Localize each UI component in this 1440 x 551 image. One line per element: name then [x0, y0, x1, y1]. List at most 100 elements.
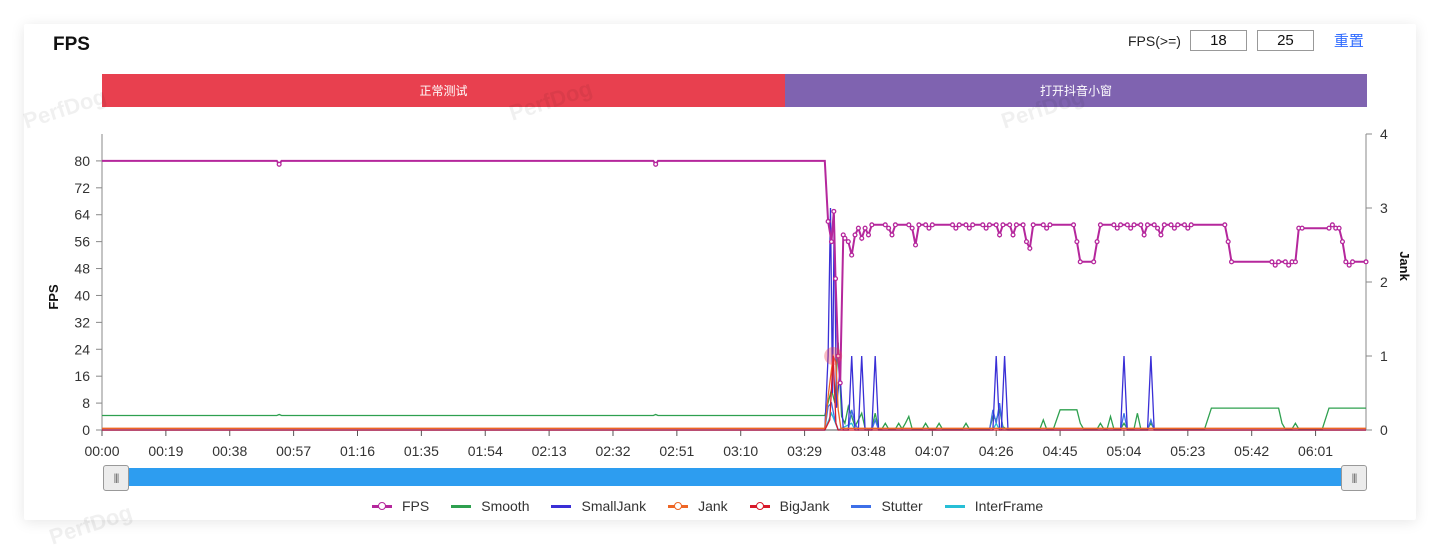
- x-tick-label: 03:29: [787, 443, 822, 459]
- legend-marker: [668, 500, 689, 512]
- range-handle-right[interactable]: |||: [1341, 465, 1367, 491]
- reset-button[interactable]: 重置: [1333, 33, 1364, 50]
- fps-point: [926, 225, 932, 231]
- fps-point: [1225, 239, 1231, 245]
- chart-legend: FPS Smooth SmallJank Jank BigJank Stutter Inte…: [372, 498, 1065, 514]
- fps-point: [1326, 225, 1332, 231]
- fps-point: [1329, 222, 1335, 228]
- fps-point: [1094, 239, 1100, 245]
- fps-point: [1138, 222, 1144, 228]
- fps-point: [1114, 225, 1120, 231]
- y-left-tick-label: 24: [74, 341, 90, 357]
- bigjank-highlight[interactable]: [824, 347, 843, 365]
- series-line-smalljank: [102, 207, 1366, 431]
- legend-marker: [944, 500, 965, 512]
- legend-item-fps[interactable]: FPS: [372, 498, 429, 514]
- phase-band-douyin-window[interactable]: 打开抖音小窗: [785, 74, 1367, 107]
- fps-point: [865, 232, 872, 238]
- x-tick-label: 01:54: [468, 443, 503, 459]
- fps-point: [1188, 222, 1194, 228]
- legend-label: FPS: [402, 498, 430, 514]
- fps-point: [855, 225, 861, 231]
- x-tick-label: 02:13: [532, 443, 567, 459]
- fps-point: [997, 232, 1003, 238]
- x-tick-label: 00:38: [212, 443, 247, 459]
- fps-point: [882, 222, 888, 228]
- fps-point: [916, 222, 922, 228]
- x-tick-label: 02:32: [595, 443, 630, 459]
- series-line-fps: [102, 159, 1366, 383]
- fps-point: [970, 222, 976, 228]
- series-line-stutter: [102, 401, 1366, 431]
- fps-point: [956, 222, 962, 228]
- fps-point: [1111, 222, 1117, 228]
- legend-item-interframe[interactable]: InterFrame: [944, 498, 1043, 514]
- fps-point: [953, 225, 959, 231]
- fps-point: [1175, 222, 1181, 228]
- x-tick-label: 01:35: [404, 443, 439, 459]
- fps-threshold-label: FPS(>=): [1128, 32, 1181, 49]
- fps-point: [1336, 225, 1342, 231]
- y-left-tick-label: 80: [74, 153, 90, 169]
- time-range-track[interactable]: [104, 468, 1366, 486]
- fps-point: [909, 225, 915, 231]
- fps-point: [1010, 232, 1016, 238]
- legend-marker: [851, 500, 872, 512]
- x-tick-label: 03:48: [851, 443, 886, 459]
- fps-point: [852, 232, 858, 238]
- legend-item-bigjank[interactable]: BigJank: [749, 498, 830, 514]
- fps-point: [906, 222, 912, 228]
- fps-point: [886, 225, 892, 231]
- fps-point: [842, 235, 848, 241]
- y-left-tick-label: 56: [74, 234, 90, 250]
- y-left-tick-label: 16: [74, 368, 90, 384]
- range-handle-left[interactable]: |||: [103, 465, 129, 491]
- fps-point: [1013, 222, 1019, 228]
- fps-point: [1131, 222, 1137, 228]
- fps-point: [869, 222, 875, 228]
- fps-point: [980, 222, 986, 228]
- fps-point: [1286, 262, 1292, 268]
- fps-point: [1282, 259, 1288, 265]
- legend-item-stutter[interactable]: Stutter: [851, 498, 923, 514]
- fps-point: [859, 235, 865, 241]
- fps-point: [1091, 259, 1097, 265]
- y-left-tick-label: 32: [74, 314, 90, 330]
- legend-item-smooth[interactable]: Smooth: [451, 498, 529, 514]
- series-line-smooth: [102, 342, 1366, 431]
- legend-label: SmallJank: [581, 498, 647, 514]
- fps-point: [963, 222, 969, 228]
- phase-band-normal-test[interactable]: 正常测试: [102, 74, 785, 107]
- legend-item-jank[interactable]: Jank: [668, 498, 728, 514]
- fps-point: [1346, 262, 1352, 268]
- fps-point: [1074, 239, 1080, 245]
- fps-point: [1020, 222, 1026, 228]
- legend-label: Stutter: [881, 498, 923, 514]
- legend-label: BigJank: [779, 498, 830, 514]
- fps-threshold-controls: FPS(>=) 18 25 重置: [1128, 30, 1364, 51]
- legend-item-smalljank[interactable]: SmallJank: [551, 498, 646, 514]
- fps-point: [1299, 225, 1305, 231]
- fps-point: [1171, 225, 1177, 231]
- fps-point: [1070, 222, 1077, 228]
- fps-threshold-high-input[interactable]: 25: [1256, 30, 1314, 51]
- y-axis-right-title: Jank: [1397, 251, 1412, 281]
- fps-point: [929, 222, 935, 228]
- fps-point: [1272, 262, 1278, 268]
- fps-point: [1118, 222, 1124, 228]
- fps-point: [849, 252, 855, 258]
- fps-point: [828, 239, 835, 245]
- fps-point: [1155, 225, 1161, 231]
- fps-point: [1158, 232, 1164, 238]
- fps-point: [1168, 222, 1174, 228]
- fps-point: [1044, 225, 1050, 231]
- fps-point: [983, 225, 989, 231]
- fps-point: [1144, 222, 1151, 228]
- fps-threshold-low-input[interactable]: 18: [1189, 30, 1247, 51]
- x-tick-label: 02:51: [659, 443, 694, 459]
- y-right-tick-label: 4: [1380, 126, 1388, 142]
- y-right-tick-label: 1: [1380, 348, 1388, 364]
- y-left-tick-label: 48: [74, 261, 90, 277]
- fps-point: [831, 208, 837, 214]
